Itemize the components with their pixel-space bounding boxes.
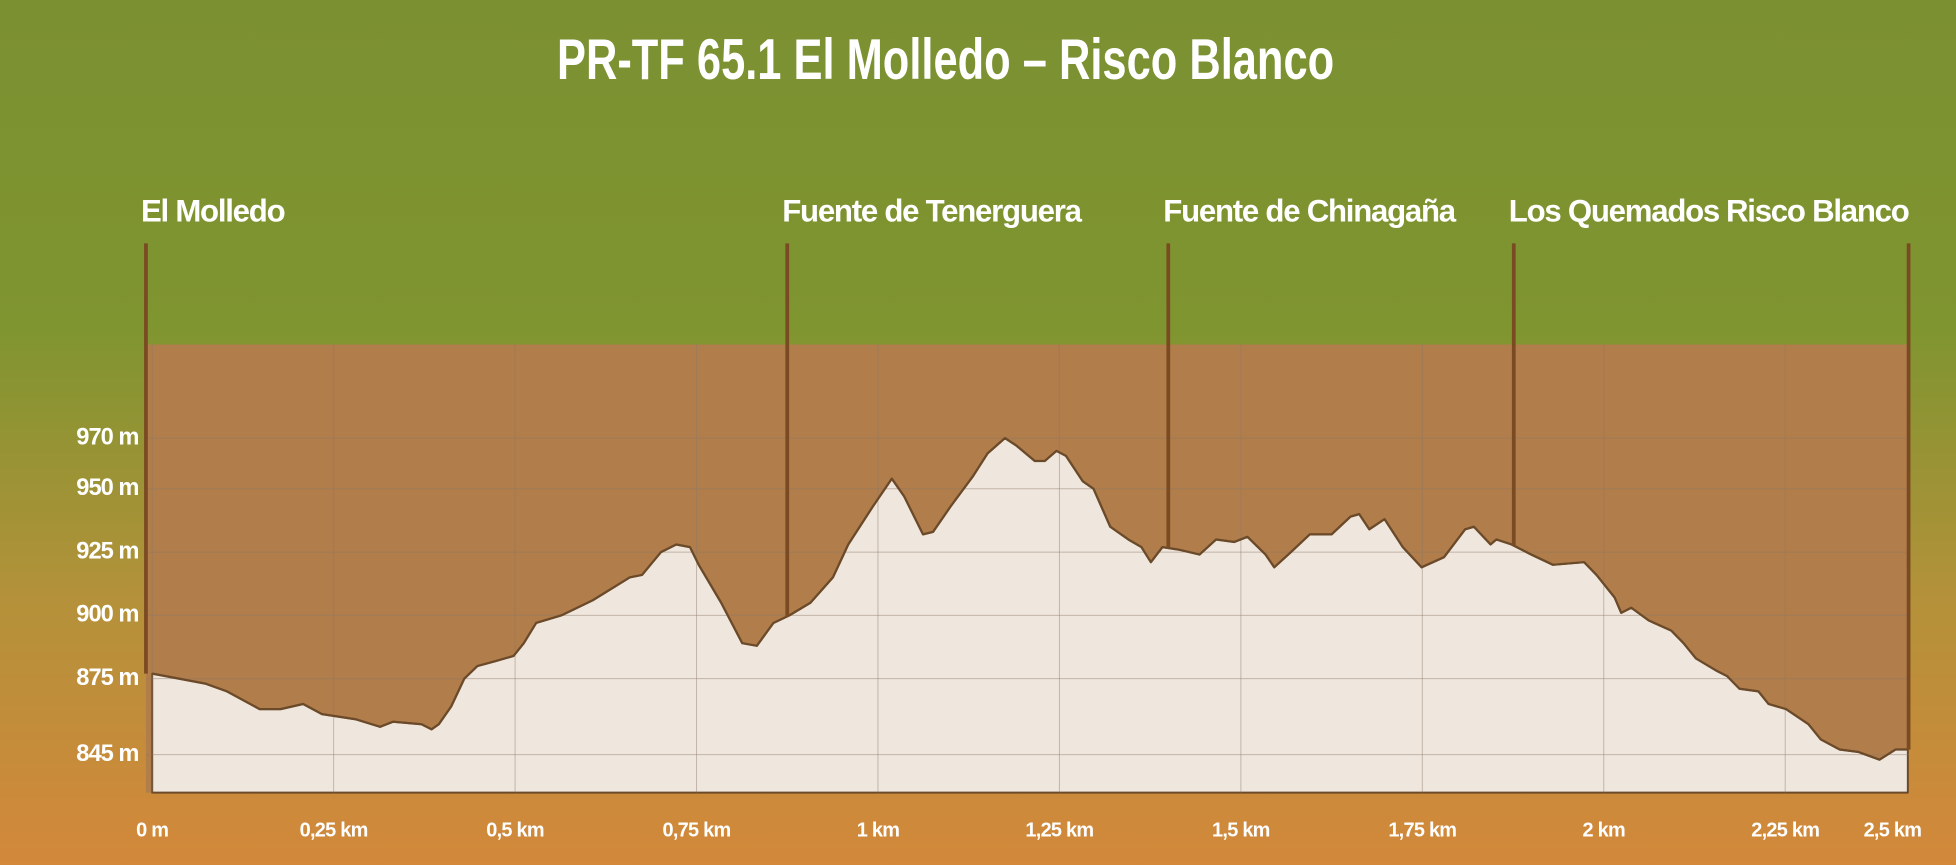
y-tick-label: 925 m (76, 538, 138, 564)
y-tick-label: 950 m (76, 475, 138, 501)
chart-title: PR-TF 65.1 El Molledo – Risco Blanco (557, 28, 1334, 92)
x-tick-label: 0,75 km (663, 820, 731, 842)
x-tick-label: 1,75 km (1388, 820, 1456, 842)
y-tick-label: 900 m (76, 602, 138, 628)
waypoint-label: Fuente de Chinagaña (1163, 194, 1456, 229)
waypoint-label: Los Quemados (1509, 194, 1720, 229)
y-tick-label: 875 m (76, 665, 138, 691)
x-tick-label: 1 km (857, 820, 899, 842)
x-tick-label: 1,25 km (1025, 820, 1093, 842)
x-tick-label: 0,5 km (486, 820, 544, 842)
waypoint-label: Risco Blanco (1726, 194, 1909, 229)
x-tick-label: 0,25 km (300, 820, 368, 842)
y-tick-label: 845 m (76, 741, 138, 767)
waypoint-label: Fuente de Tenerguera (782, 194, 1082, 229)
y-tick-label: 970 m (76, 424, 138, 450)
x-tick-label: 0 m (136, 820, 168, 842)
x-tick-label: 1,5 km (1212, 820, 1270, 842)
elevation-line (151, 436, 1908, 761)
grid (145, 344, 1909, 793)
x-tick-label: 2 km (1583, 820, 1625, 842)
x-tick-label: 2,25 km (1751, 820, 1819, 842)
x-tick-label: 2,5 km (1864, 820, 1922, 842)
waypoint-label: El Molledo (141, 194, 285, 229)
